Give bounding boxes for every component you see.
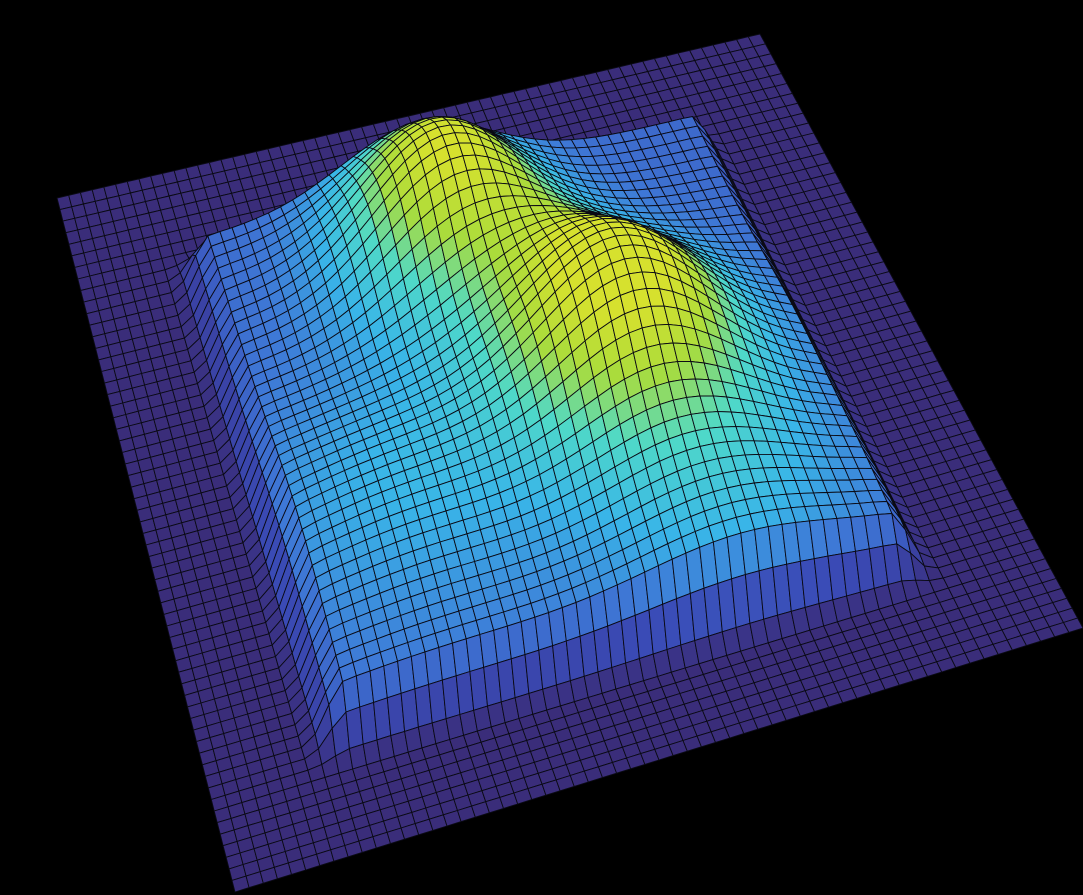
surface-mesh <box>56 33 1083 893</box>
